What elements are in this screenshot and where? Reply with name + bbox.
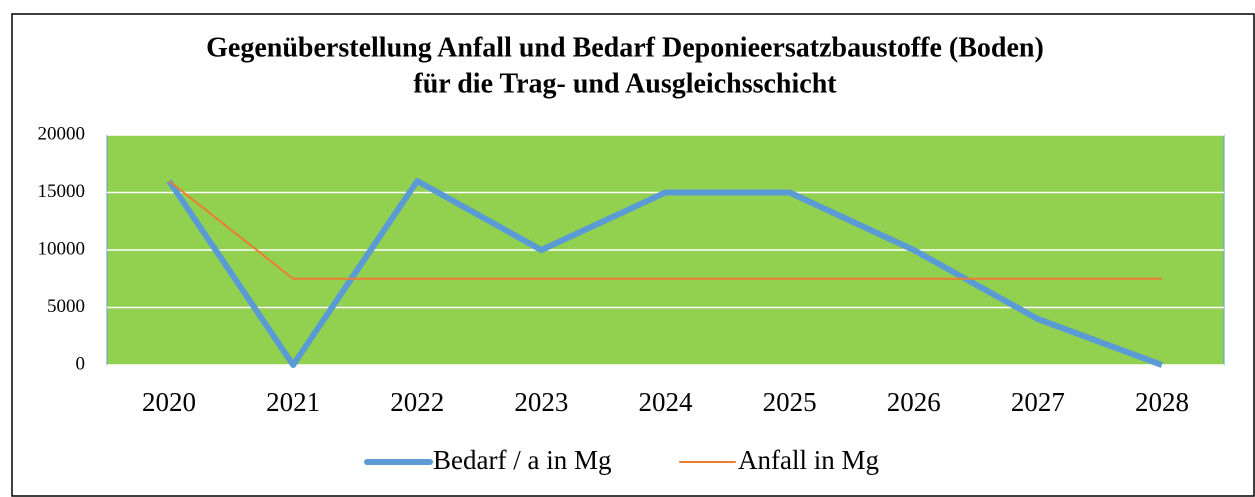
y-tick-label: 0: [76, 353, 86, 374]
x-tick-label: 2025: [763, 387, 817, 417]
y-tick-label: 15000: [38, 181, 86, 202]
y-tick-label: 10000: [38, 238, 86, 259]
x-tick-label: 2020: [142, 387, 196, 417]
x-tick-label: 2028: [1135, 387, 1189, 417]
line-series: [168, 180, 1162, 280]
line-series: [166, 178, 1163, 368]
x-tick-label: 2024: [639, 387, 694, 417]
legend-label: Bedarf / a in Mg: [433, 445, 611, 475]
x-tick-label: 2022: [390, 387, 444, 417]
x-tick-label: 2021: [266, 387, 320, 417]
chart-title: für die Trag- und Ausgleichsschicht: [413, 68, 837, 99]
x-tick-label: 2027: [1011, 387, 1065, 417]
x-tick-label: 2026: [887, 387, 941, 417]
chart-title: Gegenüberstellung Anfall und Bedarf Depo…: [206, 32, 1044, 63]
legend-label: Anfall in Mg: [738, 445, 879, 475]
y-tick-label: 5000: [47, 296, 85, 317]
x-tick-label: 2023: [514, 387, 568, 417]
y-tick-label: 20000: [38, 123, 86, 144]
